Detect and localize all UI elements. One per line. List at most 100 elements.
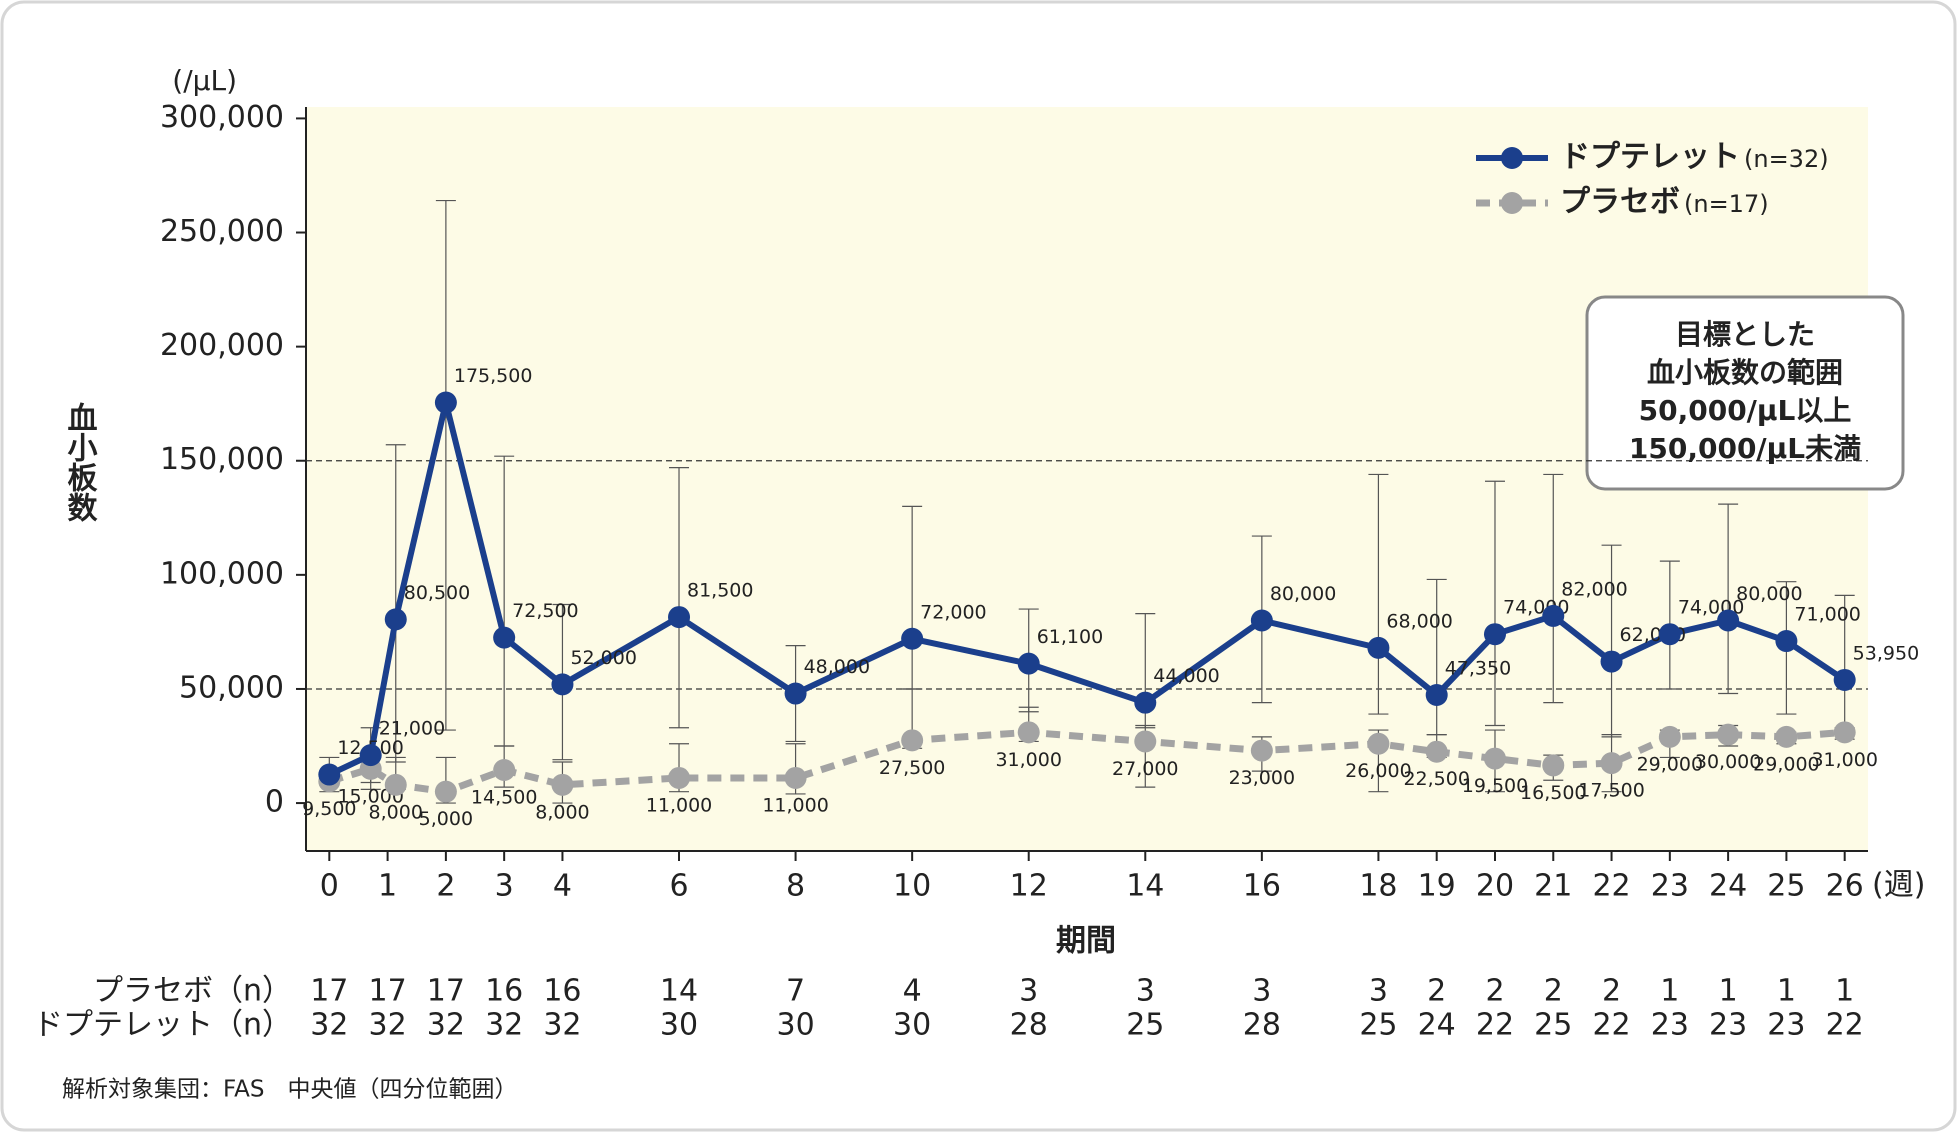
- y-tick-label: 50,000: [179, 670, 284, 705]
- x-tick-label: 6: [669, 869, 688, 904]
- value-label: 21,000: [379, 718, 445, 740]
- point: [784, 682, 807, 705]
- n-table-value: 14: [660, 974, 698, 1009]
- point: [434, 780, 457, 803]
- value-label: 61,100: [1037, 626, 1103, 648]
- point: [1017, 721, 1040, 744]
- y-tick-label: 0: [265, 785, 284, 820]
- y-tick-label: 150,000: [160, 442, 284, 477]
- x-tick-label: 22: [1592, 869, 1630, 904]
- x-tick-label: 20: [1476, 869, 1514, 904]
- n-table-value: 32: [543, 1008, 581, 1043]
- value-label: 80,000: [1736, 583, 1802, 605]
- n-table-value: 30: [776, 1008, 814, 1043]
- value-label: 16,500: [1520, 782, 1586, 804]
- n-table-value: 22: [1826, 1008, 1864, 1043]
- n-table-value: 1: [1777, 974, 1796, 1009]
- point: [1134, 730, 1157, 753]
- value-label: 8,000: [369, 801, 423, 823]
- x-tick-label: 26: [1826, 869, 1864, 904]
- value-label: 47,350: [1445, 658, 1511, 680]
- n-table-value: 32: [427, 1008, 465, 1043]
- value-label: 19,500: [1462, 775, 1528, 797]
- point: [1717, 609, 1740, 632]
- point: [493, 626, 516, 649]
- n-table-value: 32: [310, 1008, 348, 1043]
- x-tick-label: 14: [1126, 869, 1164, 904]
- value-label: 29,000: [1637, 753, 1703, 775]
- n-table-value: 30: [893, 1008, 931, 1043]
- value-label: 11,000: [762, 794, 828, 816]
- n-table-value: 32: [485, 1008, 523, 1043]
- point: [318, 763, 341, 786]
- point: [1134, 691, 1157, 714]
- legend-marker: [1501, 147, 1523, 169]
- legend-n: (n=17): [1684, 190, 1769, 218]
- x-tick-label: 4: [553, 869, 572, 904]
- point: [668, 766, 691, 789]
- y-tick-label: 250,000: [160, 214, 284, 249]
- point: [1833, 721, 1856, 744]
- n-table-value: 30: [660, 1008, 698, 1043]
- n-table-value: 32: [369, 1008, 407, 1043]
- y-tick-label: 300,000: [160, 100, 284, 135]
- n-table-value: 25: [1359, 1008, 1397, 1043]
- n-table-value: 2: [1602, 974, 1621, 1009]
- point: [1367, 636, 1390, 659]
- annotation-line: 目標とした: [1675, 318, 1815, 351]
- n-table-value: 2: [1544, 974, 1563, 1009]
- y-unit: (/μL): [172, 64, 237, 97]
- value-label: 30,000: [1695, 751, 1761, 773]
- value-label: 27,500: [879, 757, 945, 779]
- n-table-value: 25: [1126, 1008, 1164, 1043]
- annotation-box: [1585, 295, 1905, 491]
- y-tick-label: 100,000: [160, 556, 284, 591]
- x-tick-label: 21: [1534, 869, 1572, 904]
- legend-label: プラセボ: [1560, 185, 1680, 220]
- point: [1775, 630, 1798, 653]
- annotation-line: 150,000/μL未満: [1629, 432, 1861, 465]
- n-table-value: 2: [1427, 974, 1446, 1009]
- point: [1775, 725, 1798, 748]
- x-tick-label: 10: [893, 869, 931, 904]
- n-table-label: ドプテレット（n）: [33, 1008, 292, 1043]
- value-label: 17,500: [1578, 780, 1644, 802]
- n-table-value: 7: [786, 974, 805, 1009]
- n-table-value: 17: [310, 974, 348, 1009]
- n-table-value: 24: [1418, 1008, 1456, 1043]
- value-label: 48,000: [804, 656, 870, 678]
- legend-label: ドプテレット: [1560, 140, 1740, 175]
- point: [1367, 732, 1390, 755]
- x-tick-label: 25: [1767, 869, 1805, 904]
- n-table-value: 3: [1019, 974, 1038, 1009]
- point: [784, 766, 807, 789]
- n-table-value: 17: [427, 974, 465, 1009]
- legend-marker: [1501, 192, 1523, 214]
- n-table-value: 1: [1835, 974, 1854, 1009]
- n-table-value: 16: [543, 974, 581, 1009]
- value-label: 11,000: [646, 794, 712, 816]
- annotation-line: 血小板数の範囲: [1647, 356, 1843, 389]
- point: [1425, 740, 1448, 763]
- value-label: 5,000: [419, 808, 473, 830]
- value-label: 52,000: [570, 647, 636, 669]
- legend-n: (n=32): [1744, 145, 1829, 173]
- x-tick-label: 16: [1243, 869, 1281, 904]
- value-label: 72,500: [512, 600, 578, 622]
- x-tick-label: 18: [1359, 869, 1397, 904]
- annotation-line: 50,000/μL以上: [1639, 394, 1852, 427]
- value-label: 9,500: [302, 798, 356, 820]
- point: [1483, 747, 1506, 770]
- point: [1542, 604, 1565, 627]
- value-label: 82,000: [1561, 578, 1627, 600]
- point: [1483, 623, 1506, 646]
- value-label: 23,000: [1229, 767, 1295, 789]
- value-label: 80,500: [404, 582, 470, 604]
- x-tick-label: 0: [320, 869, 339, 904]
- value-label: 71,000: [1794, 604, 1860, 626]
- n-table-value: 23: [1767, 1008, 1805, 1043]
- x-unit: (週): [1872, 868, 1925, 903]
- point: [1250, 609, 1273, 632]
- point: [901, 627, 924, 650]
- y-tick-label: 200,000: [160, 328, 284, 363]
